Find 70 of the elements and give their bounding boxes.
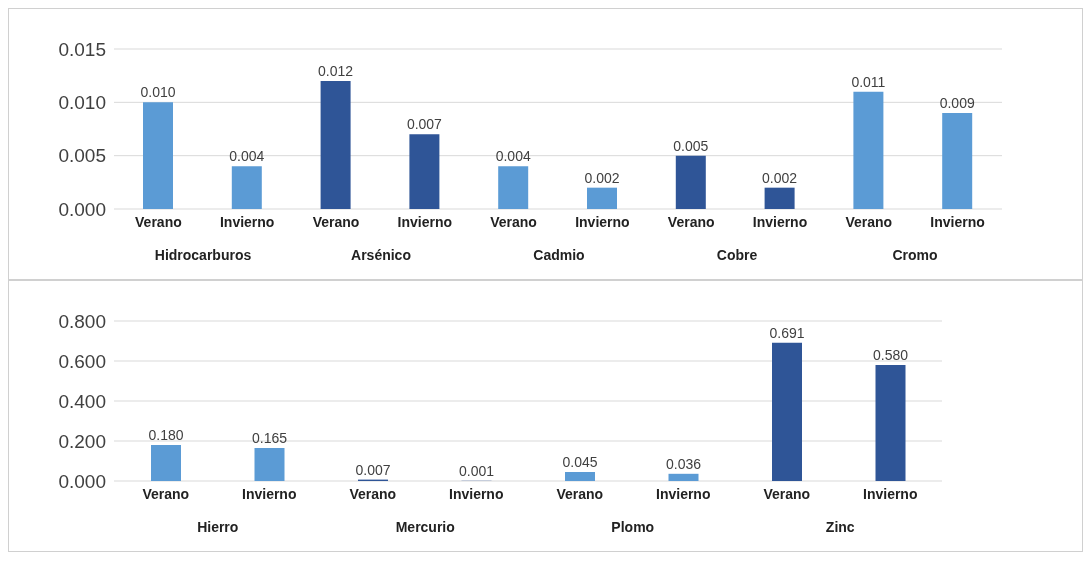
data-label: 0.007: [355, 461, 391, 478]
x-tick-label: Invierno: [219, 213, 275, 230]
x-tick-label: Verano: [763, 485, 811, 502]
data-label: 0.002: [584, 169, 620, 186]
bar: [668, 473, 699, 481]
data-label: 0.005: [673, 137, 709, 154]
x-tick-label: Invierno: [752, 213, 808, 230]
text: Cromo: [891, 247, 939, 263]
y-tick-label: 0.010: [58, 92, 106, 114]
bar: [764, 187, 795, 209]
data-label: 0.004: [229, 148, 265, 165]
data-label: 0.580: [872, 347, 909, 363]
data-label: 0.036: [665, 455, 702, 472]
y-tick-label: 0.000: [58, 198, 106, 220]
x-tick-label: Invierno: [656, 485, 711, 502]
data-label: 0.045: [562, 454, 598, 470]
x-tick-label: Verano: [312, 213, 360, 230]
x-tick-label: Verano: [556, 485, 604, 502]
x-tick-label: Invierno: [242, 485, 297, 502]
bar: [498, 166, 529, 209]
bar: [772, 342, 802, 481]
data-label: 0.002: [762, 169, 798, 186]
data-label: 0.010: [140, 84, 176, 101]
x-tick-label: Invierno: [449, 485, 504, 502]
x-tick-label: Invierno: [397, 213, 453, 230]
bar: [853, 91, 884, 209]
bar: [151, 445, 181, 481]
x-tick-label: Verano: [142, 485, 190, 502]
data-label: 0.009: [939, 95, 975, 111]
y-tick-label: 0.800: [58, 310, 106, 332]
text: Zinc: [824, 519, 856, 535]
text: Arsénico: [350, 247, 412, 263]
bar: [565, 472, 595, 481]
bar: [254, 448, 285, 481]
x-tick-label: Invierno: [575, 213, 630, 230]
bar: [587, 187, 617, 209]
x-tick-label: Verano: [845, 213, 893, 230]
text: Plomo: [610, 519, 656, 535]
bar: [875, 365, 906, 481]
bar: [231, 166, 262, 209]
y-tick-label: 0.400: [58, 390, 106, 412]
bar: [942, 113, 973, 209]
data-label: 0.012: [318, 63, 354, 79]
text: Hidrocarburos: [153, 247, 253, 263]
data-label: 0.180: [148, 427, 184, 443]
x-tick-label: Verano: [490, 213, 537, 230]
bar: [675, 155, 706, 209]
x-tick-label: Invierno: [863, 485, 918, 502]
data-label: 0.007: [406, 116, 443, 133]
bar: [320, 81, 351, 209]
data-label: 0.165: [251, 430, 288, 446]
x-tick-label: Verano: [667, 213, 715, 230]
data-label: 0.011: [851, 73, 886, 90]
y-tick-label: 0.600: [58, 350, 106, 372]
data-label: 0.004: [495, 148, 531, 165]
bar: [143, 102, 173, 209]
y-tick-label: 0.015: [58, 38, 106, 60]
x-tick-label: Verano: [349, 485, 397, 502]
x-tick-label: Invierno: [930, 213, 985, 230]
y-tick-label: 0.200: [58, 430, 106, 452]
x-tick-label: Verano: [135, 213, 182, 230]
text: Cadmio: [532, 247, 586, 263]
text: Hierro: [196, 519, 240, 535]
data-label: 0.001: [458, 462, 495, 479]
text: Mercurio: [394, 519, 456, 535]
y-tick-label: 0.005: [58, 145, 106, 167]
y-tick-label: 0.000: [58, 470, 106, 492]
text: Cobre: [715, 247, 759, 263]
data-label: 0.691: [769, 324, 805, 341]
bar: [409, 134, 440, 209]
